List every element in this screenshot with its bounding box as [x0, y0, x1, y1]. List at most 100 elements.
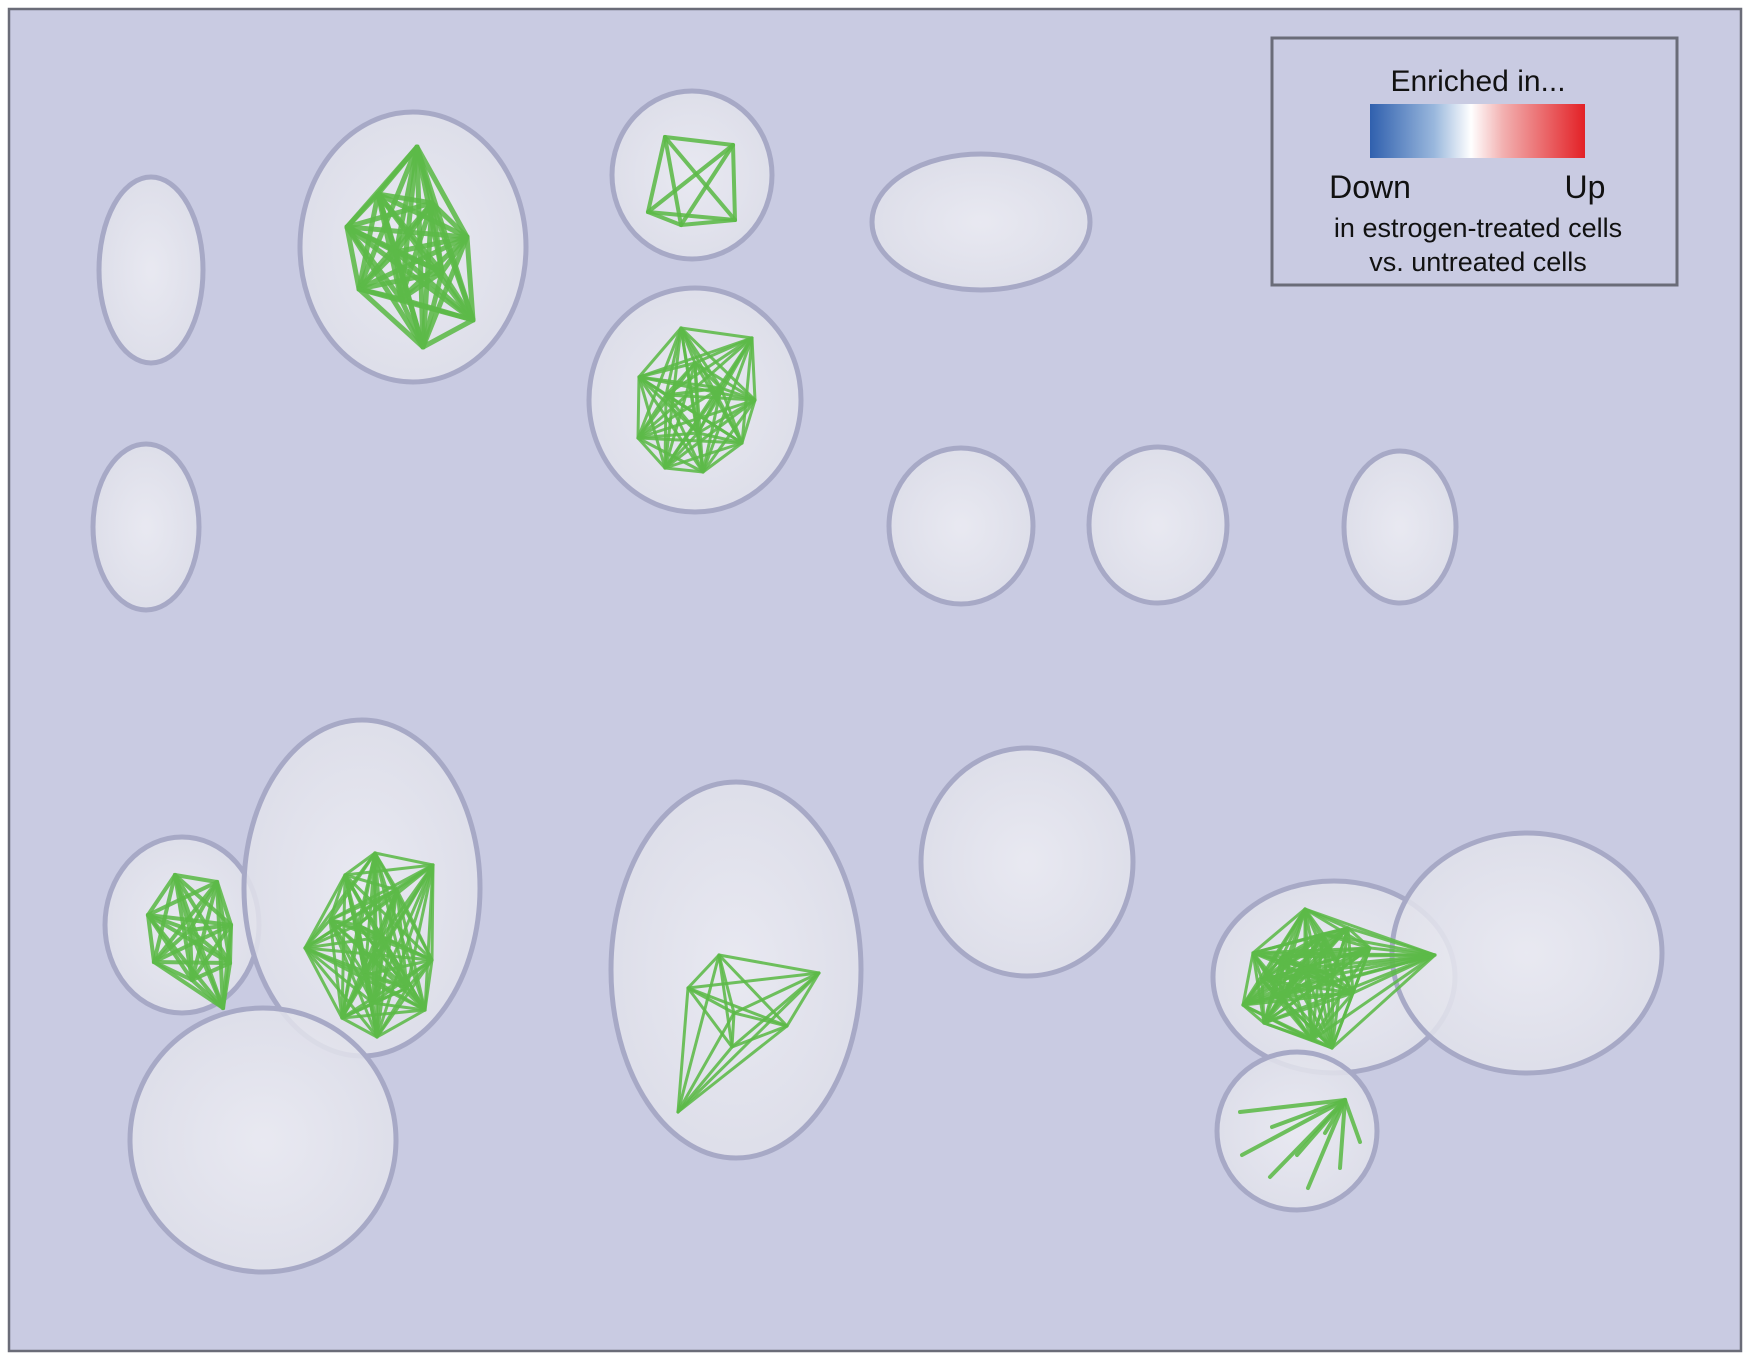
edge [740, 398, 757, 445]
edge [152, 923, 233, 964]
edge [679, 143, 735, 227]
edge [190, 923, 233, 982]
edge [676, 986, 690, 1114]
edge [730, 1024, 789, 1049]
edge [732, 1011, 789, 1028]
edge [398, 296, 476, 323]
edge [356, 234, 470, 292]
edge [637, 336, 754, 379]
edge [701, 398, 757, 474]
edge [636, 436, 705, 474]
edge [188, 928, 232, 965]
cluster-ellipse-mhc-ii-receptor [886, 445, 1036, 607]
edge [146, 873, 177, 917]
edge [328, 888, 399, 922]
edge [423, 863, 435, 1012]
edge [637, 375, 757, 402]
edge [676, 971, 821, 1114]
legend-title: Enriched in... [1390, 65, 1565, 98]
edge [188, 928, 194, 982]
edge [679, 326, 754, 340]
edge [215, 880, 225, 1010]
edge [190, 961, 232, 982]
edge [429, 200, 470, 240]
cluster-ellipse-dna-metabolism [918, 745, 1136, 979]
cluster-ellipse-rna-transport [586, 285, 804, 515]
edge [371, 1001, 427, 1012]
cluster-ellipse-tight-junctions [1086, 444, 1230, 606]
edge [1241, 951, 1255, 1007]
edge [1330, 953, 1437, 1050]
edge [146, 913, 156, 964]
edge [173, 873, 219, 884]
edge [398, 269, 445, 302]
edge [676, 1024, 789, 1114]
edge [393, 234, 470, 255]
edge [1310, 973, 1335, 1042]
edge [344, 224, 362, 292]
edge [363, 958, 434, 977]
edge [676, 1045, 734, 1114]
edge [663, 398, 757, 470]
edge [1268, 1098, 1347, 1179]
edge [1251, 926, 1350, 955]
edge [1310, 991, 1355, 1042]
edge [636, 436, 744, 445]
edge [686, 953, 721, 990]
edge [340, 1008, 427, 1020]
edge [730, 1011, 736, 1049]
edge [637, 361, 697, 379]
cluster-ellipse-nucleotide-metabolism [90, 441, 202, 613]
edge [1238, 1098, 1347, 1114]
edge [646, 135, 667, 214]
edge [405, 863, 435, 990]
edge [637, 326, 683, 379]
edge [398, 296, 426, 350]
edge [663, 135, 737, 222]
edge [1251, 907, 1307, 955]
cluster-ellipse-transcription [608, 779, 864, 1161]
edge [1310, 1038, 1334, 1050]
edge [303, 946, 344, 1020]
edge [663, 466, 705, 474]
edge [343, 851, 377, 877]
edge [701, 441, 744, 474]
edge [636, 393, 668, 440]
cluster-ellipse-cofactor-metabolism [869, 151, 1093, 293]
edge [1338, 1098, 1347, 1170]
edge [663, 431, 700, 470]
edge [190, 978, 225, 1010]
edge [717, 953, 821, 975]
edge [637, 375, 705, 474]
edge [663, 393, 668, 470]
edge [363, 973, 409, 990]
edge [719, 386, 757, 402]
edge [637, 375, 667, 470]
edge [373, 851, 435, 867]
edge [663, 441, 744, 470]
legend: Enriched in... Down Up in estrogen-treat… [1270, 36, 1679, 287]
edge [1331, 973, 1355, 995]
cluster-ellipse-ubiquitin-protein-degradation [1214, 1049, 1380, 1213]
edge [636, 436, 667, 470]
edge [221, 961, 232, 1010]
cluster-ellipse-trna-processing [127, 1005, 399, 1275]
edge [701, 386, 723, 474]
edge [676, 1011, 736, 1114]
edge [152, 960, 232, 965]
edge [340, 1001, 375, 1020]
edge [686, 986, 789, 1028]
edge [340, 1016, 379, 1039]
edge [646, 210, 737, 222]
edge [303, 935, 384, 950]
edge [343, 863, 435, 877]
edge [303, 946, 434, 962]
cluster-ellipse-protein-folding [96, 174, 206, 366]
edge [1331, 953, 1437, 977]
edge [375, 1008, 427, 1039]
legend-gradient-bar [1370, 104, 1585, 158]
edge [405, 986, 427, 1012]
edge [303, 888, 399, 950]
